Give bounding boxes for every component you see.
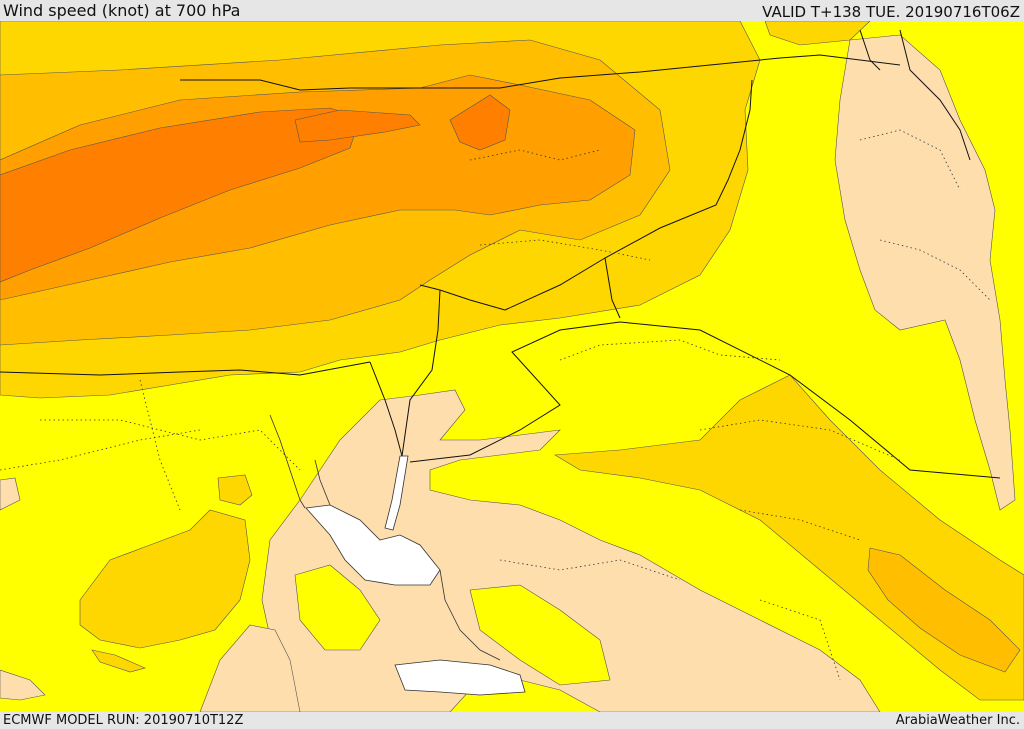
- contour-wheat-sw: [199, 624, 301, 712]
- sea-red-sea: [394, 659, 526, 696]
- contour-gold-ne: [764, 21, 871, 46]
- contour-yellow-island-1: [294, 564, 381, 651]
- contour-dark-orange-center: [294, 109, 421, 143]
- country-borders: [0, 29, 1001, 479]
- coastlines: [269, 414, 501, 661]
- contour-wheat-west: [0, 477, 21, 511]
- contour-wheat-east: [834, 34, 1016, 511]
- model-run-label: ECMWF MODEL RUN: 20190710T12Z: [3, 713, 244, 728]
- contour-gold-south: [554, 374, 1024, 701]
- map-footer: ECMWF MODEL RUN: 20190710T12Z ArabiaWeat…: [0, 712, 1024, 729]
- wind-speed-map: [0, 21, 1024, 712]
- credit-label: ArabiaWeather Inc.: [895, 713, 1020, 728]
- valid-time: VALID T+138 TUE. 20190716T06Z: [762, 3, 1020, 21]
- contour-dark-orange-west: [0, 107, 361, 283]
- admin-boundaries: [0, 129, 991, 681]
- map-title: Wind speed (knot) at 700 hPa: [3, 1, 241, 20]
- contour-amber-south: [867, 547, 1021, 673]
- contour-gold-egypt: [79, 509, 251, 649]
- contour-yellow-island-2: [469, 584, 611, 686]
- contour-gold-egypt-tiny: [91, 649, 146, 673]
- contour-gold-egypt-small: [217, 474, 253, 506]
- map-header: Wind speed (knot) at 700 hPa VALID T+138…: [0, 0, 1024, 21]
- contour-dark-orange-east: [449, 94, 511, 151]
- sea-gulf-of-aqaba: [384, 455, 409, 531]
- contour-wheat-sw-small: [0, 669, 46, 701]
